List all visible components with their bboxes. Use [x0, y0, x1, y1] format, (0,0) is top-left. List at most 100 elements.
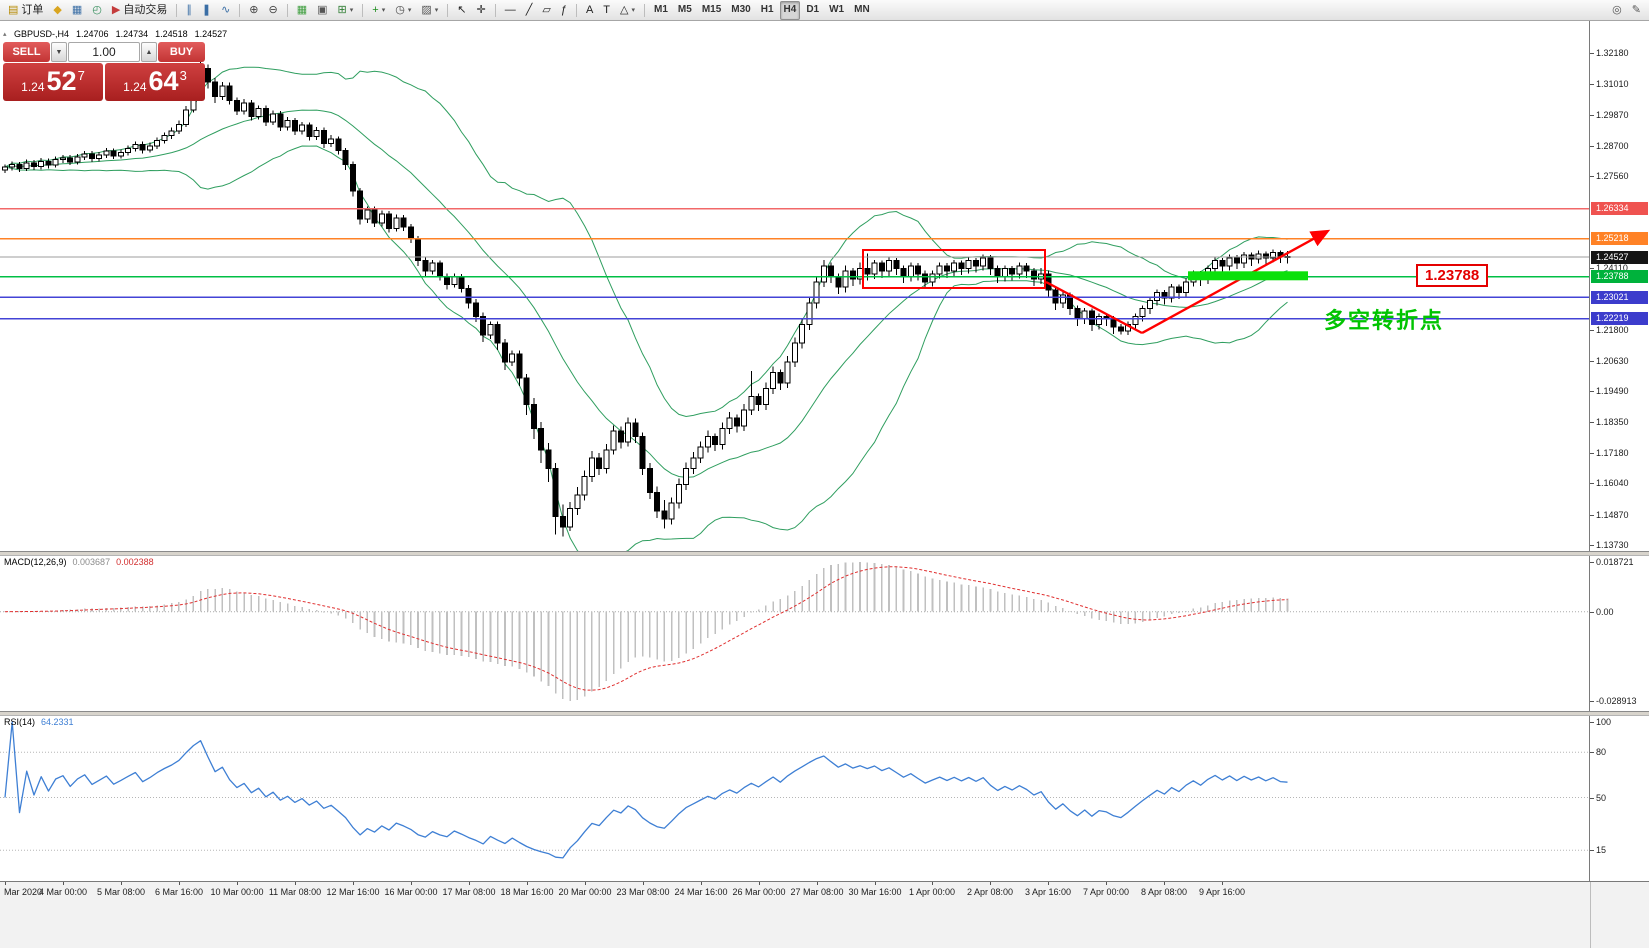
- level-price-badge: 1.26334: [1591, 202, 1648, 215]
- rsi-tick-mark: [1590, 722, 1594, 723]
- volume-increase-button[interactable]: ▲: [141, 42, 157, 62]
- crosshair-icon[interactable]: ✛: [473, 1, 490, 20]
- price-tick-mark: [1590, 361, 1594, 362]
- zoom-in-icon[interactable]: ⊕: [245, 1, 262, 20]
- fibonacci-icon[interactable]: ƒ: [557, 1, 571, 20]
- volume-input[interactable]: [68, 42, 140, 62]
- candlestick-chart-icon[interactable]: ❚: [198, 1, 215, 20]
- timeframe-mn[interactable]: MN: [854, 4, 870, 15]
- text-label-icon[interactable]: T: [599, 1, 614, 20]
- cursor-icon[interactable]: ↖: [453, 1, 470, 20]
- rsi-tick-mark: [1590, 850, 1594, 851]
- collapse-panel-icon[interactable]: ▴: [3, 31, 7, 38]
- time-tick-mark: [932, 882, 933, 885]
- template-icon[interactable]: ▨ ▾: [417, 1, 442, 20]
- toolbar-right-group: ◎ ✎: [1607, 1, 1646, 20]
- favorites-icon[interactable]: ◆: [49, 1, 65, 20]
- toolbar-separator: [286, 3, 288, 17]
- macd-axis-label: 0.018721: [1596, 557, 1634, 567]
- rsi-title: RSI(14): [4, 717, 36, 727]
- chevron-down-icon: ▾: [407, 6, 412, 14]
- price-tick-label: 1.13730: [1596, 540, 1629, 550]
- timeframe-h4[interactable]: H4: [779, 0, 801, 20]
- time-tick-mark: [1048, 882, 1049, 885]
- timeframe-h1[interactable]: H1: [760, 4, 774, 15]
- zoom-in-icon: ⊕: [249, 3, 259, 16]
- periods-icon[interactable]: ◷ ▾: [391, 1, 415, 20]
- new-order-button[interactable]: ▤ 订单: [4, 1, 47, 20]
- trend-note-text[interactable]: 多空转折点: [1324, 308, 1445, 333]
- rsi-svg[interactable]: [0, 714, 1590, 881]
- draw-icon[interactable]: ✎: [1628, 1, 1645, 20]
- macd-svg[interactable]: [0, 554, 1590, 711]
- chevron-down-icon: ▾: [349, 6, 354, 14]
- text-icon[interactable]: A: [582, 1, 597, 20]
- support-highlight-bar[interactable]: [1188, 271, 1308, 281]
- macd-header: MACD(12,26,9) 0.003687 0.002388: [4, 557, 154, 567]
- time-label: 7 Apr 00:00: [1082, 887, 1130, 897]
- high-value: 1.24734: [115, 29, 149, 39]
- horizontal-line-icon[interactable]: ―: [501, 1, 520, 20]
- consolidation-box[interactable]: [862, 249, 1046, 289]
- volume-decrease-button[interactable]: ▼: [51, 42, 67, 62]
- timeframe-m1[interactable]: M1: [654, 4, 668, 15]
- tile-windows-icon[interactable]: ▣: [313, 1, 331, 20]
- main-chart-svg[interactable]: [0, 20, 1590, 551]
- chevron-up-icon: ▲: [145, 48, 153, 56]
- time-label: 2 Apr 08:00: [966, 887, 1014, 897]
- new-chart-icon[interactable]: ⊞ ▾: [334, 1, 358, 20]
- macd-tick-mark: [1590, 612, 1594, 613]
- market-watch-icon[interactable]: ▦: [68, 1, 86, 20]
- timeframe-m5[interactable]: M5: [677, 4, 692, 15]
- timeframe-m30[interactable]: M30: [731, 4, 751, 15]
- bar-chart-icon[interactable]: ∥: [182, 1, 196, 20]
- price-tick-label: 1.27560: [1596, 171, 1629, 181]
- rsi-plot[interactable]: RSI(14) 64.2331: [0, 714, 1590, 881]
- annotations-layer[interactable]: [862, 229, 1331, 335]
- indicators-add-icon[interactable]: + ▾: [368, 1, 389, 20]
- timeframe-w1[interactable]: W1: [829, 4, 845, 15]
- timeframe-d1[interactable]: D1: [806, 4, 820, 15]
- toolbar-separator: [362, 3, 364, 17]
- buy-price-display[interactable]: 1.24 64 3: [105, 63, 205, 101]
- one-click-trading-panel: SELL ▼ ▲ BUY 1.24 52 7 1.24 64 3: [3, 42, 205, 101]
- price-tick-label: 1.20630: [1596, 356, 1629, 366]
- main-chart-plot[interactable]: ▴ GBPUSD-,H4 1.24706 1.24734 1.24518 1.2…: [0, 20, 1590, 551]
- axis-corner-divider: [1590, 882, 1591, 948]
- macd-signal-line: [4, 566, 1288, 691]
- trendline-up-arrow[interactable]: [1141, 229, 1331, 335]
- grid-icon[interactable]: ▦: [293, 1, 311, 20]
- shapes-icon[interactable]: △ ▾: [616, 1, 639, 20]
- line-chart-icon[interactable]: ∿: [217, 1, 234, 20]
- trendline-down[interactable]: [1045, 280, 1143, 335]
- macd-plot[interactable]: MACD(12,26,9) 0.003687 0.002388: [0, 554, 1590, 711]
- market-watch-icon: ▦: [71, 3, 83, 16]
- price-callout-label[interactable]: 1.23788: [1416, 263, 1489, 287]
- chart-window: ▴ GBPUSD-,H4 1.24706 1.24734 1.24518 1.2…: [0, 20, 1649, 948]
- autotrading-button[interactable]: ▶ 自动交易: [108, 1, 171, 20]
- symbol-label: GBPUSD-,H4: [14, 29, 70, 39]
- time-label: 30 Mar 16:00: [848, 887, 902, 897]
- macd-main-value: 0.003687: [72, 557, 111, 567]
- time-label: 1 Apr 00:00: [908, 887, 956, 897]
- price-tick-mark: [1590, 146, 1594, 147]
- search-icon[interactable]: ◎: [1608, 1, 1626, 20]
- history-center-icon[interactable]: ◴: [88, 1, 106, 20]
- timeframe-m15[interactable]: M15: [701, 4, 722, 15]
- current-price-badge: 1.24527: [1591, 251, 1648, 264]
- price-tick-mark: [1590, 268, 1594, 269]
- time-label: 23 Mar 08:00: [616, 887, 670, 897]
- level-price-badge: 1.25218: [1591, 232, 1648, 245]
- rsi-header: RSI(14) 64.2331: [4, 717, 74, 727]
- panel-separator[interactable]: [0, 711, 1649, 716]
- time-axis[interactable]: Mar 2020 4 Mar 00:00 5 Mar 08:00 6 Mar 16:0…: [0, 881, 1649, 948]
- panel-separator[interactable]: [0, 551, 1649, 556]
- sell-price-display[interactable]: 1.24 52 7: [3, 63, 103, 101]
- sell-button[interactable]: SELL: [3, 42, 50, 62]
- price-tick-label: 1.16040: [1596, 478, 1629, 488]
- channel-icon[interactable]: ▱: [538, 1, 554, 20]
- trendline-icon[interactable]: ╱: [522, 1, 537, 20]
- autotrading-button-label: 自动交易: [123, 3, 168, 16]
- zoom-out-icon[interactable]: ⊖: [265, 1, 282, 20]
- buy-button[interactable]: BUY: [158, 42, 205, 62]
